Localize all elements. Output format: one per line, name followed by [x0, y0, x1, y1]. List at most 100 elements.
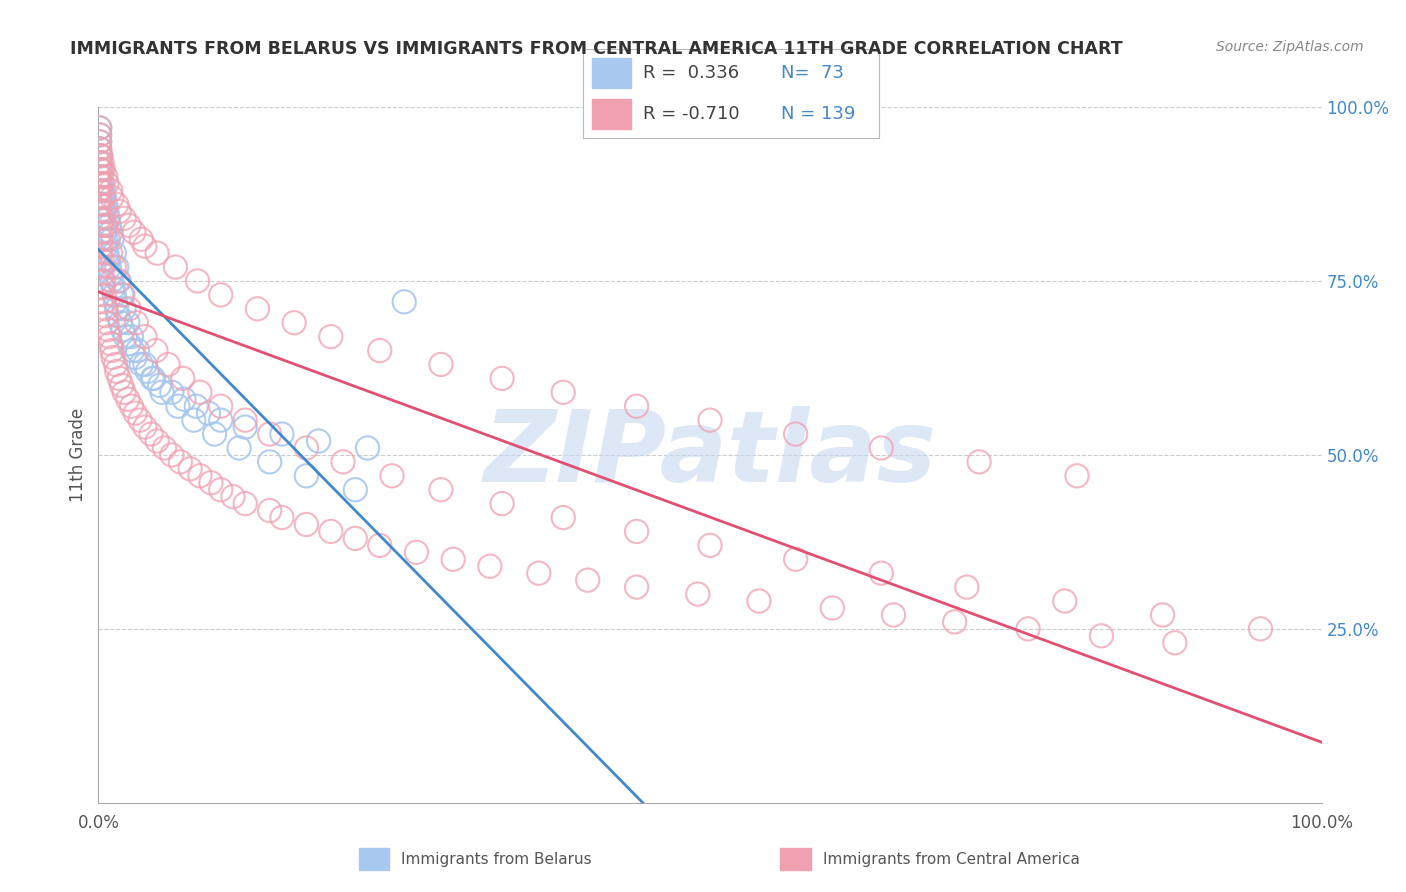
Point	[748, 594, 770, 608]
Point	[97, 253, 120, 268]
Point	[478, 559, 501, 574]
Point	[295, 441, 318, 455]
Point	[103, 246, 125, 260]
Point	[101, 274, 124, 288]
Point	[89, 128, 111, 142]
Point	[91, 177, 114, 191]
Point	[145, 343, 167, 358]
Point	[233, 420, 256, 434]
Point	[129, 413, 152, 427]
Point	[89, 142, 111, 156]
Point	[172, 371, 194, 385]
Point	[1164, 636, 1187, 650]
Point	[94, 219, 117, 233]
Point	[344, 532, 367, 546]
Text: N=  73: N= 73	[782, 64, 845, 82]
Point	[100, 184, 122, 198]
Point	[153, 441, 176, 455]
Point	[491, 497, 513, 511]
Point	[209, 399, 232, 413]
Point	[430, 358, 453, 372]
Point	[319, 329, 342, 343]
Point	[94, 309, 117, 323]
Point	[883, 607, 905, 622]
Point	[259, 455, 281, 469]
Point	[120, 399, 142, 413]
Point	[785, 427, 807, 442]
Point	[101, 190, 124, 204]
Point	[89, 169, 111, 184]
Point	[129, 232, 152, 246]
Point	[699, 413, 721, 427]
Point	[699, 538, 721, 552]
Point	[870, 441, 893, 455]
Point	[197, 406, 219, 420]
Point	[785, 552, 807, 566]
Point	[91, 204, 114, 219]
Point	[89, 177, 111, 191]
Point	[160, 448, 183, 462]
Point	[100, 336, 122, 351]
Point	[89, 197, 111, 211]
Point	[821, 601, 844, 615]
Point	[134, 358, 156, 372]
Point	[122, 225, 145, 239]
Point	[259, 503, 281, 517]
Point	[89, 135, 111, 149]
Point	[97, 211, 120, 226]
Point	[179, 462, 201, 476]
Text: N = 139: N = 139	[782, 105, 856, 123]
Point	[246, 301, 269, 316]
Point	[160, 385, 183, 400]
Point	[91, 281, 114, 295]
Point	[118, 219, 141, 233]
Point	[89, 149, 111, 163]
Point	[204, 427, 226, 442]
Point	[157, 358, 180, 372]
Point	[259, 427, 281, 442]
Point	[101, 281, 124, 295]
Point	[93, 219, 115, 233]
Point	[96, 204, 118, 219]
Point	[553, 385, 575, 400]
Point	[188, 385, 211, 400]
Point	[90, 219, 112, 233]
Point	[114, 329, 136, 343]
Point	[200, 475, 222, 490]
Point	[93, 288, 115, 302]
Point	[93, 204, 115, 219]
Point	[100, 225, 122, 239]
Point	[209, 413, 232, 427]
Point	[93, 225, 115, 239]
Point	[430, 483, 453, 497]
Point	[89, 184, 111, 198]
Point	[101, 343, 124, 358]
Point	[104, 294, 127, 309]
Point	[139, 427, 162, 442]
Point	[1249, 622, 1271, 636]
Point	[111, 288, 134, 302]
Text: R =  0.336: R = 0.336	[643, 64, 738, 82]
Point	[90, 239, 112, 253]
Point	[89, 142, 111, 156]
Point	[91, 260, 114, 274]
Point	[89, 162, 111, 177]
Point	[233, 413, 256, 427]
Point	[97, 232, 120, 246]
Point	[90, 162, 112, 177]
Point	[107, 309, 129, 323]
Point	[149, 378, 172, 392]
Text: IMMIGRANTS FROM BELARUS VS IMMIGRANTS FROM CENTRAL AMERICA 11TH GRADE CORRELATIO: IMMIGRANTS FROM BELARUS VS IMMIGRANTS FR…	[70, 40, 1123, 58]
Point	[967, 455, 990, 469]
Point	[233, 497, 256, 511]
Point	[165, 260, 187, 274]
Point	[101, 232, 124, 246]
Point	[94, 301, 117, 316]
Point	[90, 225, 112, 239]
Point	[209, 288, 232, 302]
Point	[491, 371, 513, 385]
Point	[146, 434, 169, 448]
Point	[124, 406, 146, 420]
FancyBboxPatch shape	[359, 848, 389, 871]
Point	[870, 566, 893, 581]
